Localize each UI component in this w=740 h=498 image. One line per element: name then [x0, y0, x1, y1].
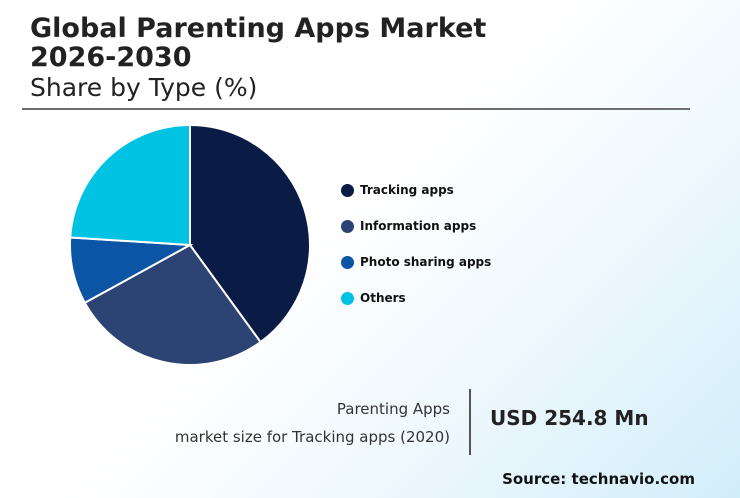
legend-label: Information apps [360, 219, 477, 233]
legend-label: Photo sharing apps [360, 255, 492, 269]
legend-swatch [341, 291, 354, 305]
chart-title: Global Parenting Apps Market 2026-2030 [30, 14, 486, 72]
legend-label: Others [360, 291, 406, 305]
legend-item: Tracking apps [341, 172, 491, 208]
title-divider [22, 108, 690, 110]
stat-caption-line-1: Parenting Apps [336, 400, 450, 418]
chart-subtitle: Share by Type (%) [30, 73, 258, 102]
legend-label: Tracking apps [360, 183, 454, 197]
pie-slice-information-apps [83, 243, 262, 366]
title-line-1: Global Parenting Apps Market [30, 13, 487, 44]
legend-swatch [341, 183, 354, 197]
title-line-2: 2026-2030 [30, 42, 192, 73]
legend-item: Others [341, 280, 491, 316]
legend-item: Photo sharing apps [341, 244, 491, 280]
stat-divider [469, 389, 471, 455]
pie-slice-tracking-apps [189, 123, 311, 344]
source-credit: Source: technavio.com [502, 470, 695, 488]
chart-legend: Tracking apps Information apps Photo shari… [341, 172, 491, 316]
legend-swatch [341, 255, 354, 269]
pie-chart [69, 123, 311, 366]
stat-value: USD 254.8 Mn [490, 406, 649, 430]
legend-swatch [341, 219, 354, 233]
legend-item: Information apps [341, 208, 491, 244]
pie-slice-others [69, 123, 191, 247]
stat-caption-line-2: market size for Tracking apps (2020) [174, 428, 450, 446]
